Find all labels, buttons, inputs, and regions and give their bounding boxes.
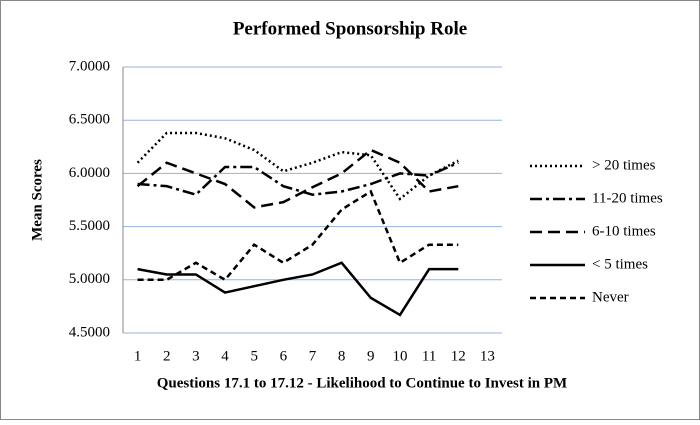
x-tick-label: 7: [309, 348, 317, 364]
series-line: [137, 261, 459, 317]
y-tick-label: 5.0000: [69, 271, 110, 287]
y-tick-label: 6.5000: [69, 112, 110, 128]
x-tick-label: 13: [480, 348, 495, 364]
x-tick-label: 9: [367, 348, 375, 364]
x-tick-label: 2: [163, 348, 171, 364]
x-tick-label: 12: [451, 348, 466, 364]
x-tick-label: 1: [134, 348, 142, 364]
y-tick-label: 6.0000: [69, 165, 110, 181]
legend-label: 6-10 times: [592, 223, 656, 239]
series-line: [137, 161, 459, 197]
series-line: [137, 189, 459, 282]
x-axis-label: Questions 17.1 to 17.12 - Likelihood to …: [157, 375, 567, 391]
x-tick-label: 5: [250, 348, 258, 364]
x-tick-label: 4: [221, 348, 229, 364]
x-tick-label: 11: [422, 348, 436, 364]
x-tick-label: 8: [338, 348, 346, 364]
series-line: [136, 148, 459, 209]
y-tick-label: 4.5000: [69, 324, 110, 340]
legend-label: < 5 times: [592, 256, 648, 272]
legend-label: > 20 times: [592, 157, 656, 173]
legend-label: 11-20 times: [592, 190, 663, 206]
chart-title: Performed Sponsorship Role: [233, 18, 467, 39]
y-tick-label: 7.0000: [69, 58, 110, 74]
y-axis-label: Mean Scores: [29, 159, 45, 241]
x-tick-label: 10: [392, 348, 407, 364]
x-tick-label: 3: [192, 348, 200, 364]
legend-label: Never: [592, 289, 629, 305]
x-tick-label: 6: [280, 348, 288, 364]
series-line: [136, 131, 459, 201]
y-tick-label: 5.5000: [69, 218, 110, 234]
